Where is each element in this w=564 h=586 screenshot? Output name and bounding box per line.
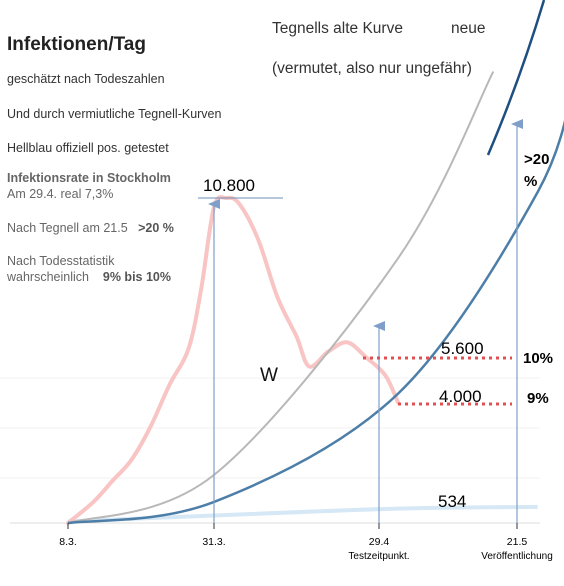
legend-old-curve: Tegnells alte Kurve xyxy=(272,20,403,37)
pct-top-label: >20 xyxy=(524,151,549,168)
death-stat-label-1: Nach Todesstatistik xyxy=(7,254,115,268)
chart-title: Infektionen/Tag xyxy=(7,34,146,55)
peak-value-label: 10.800 xyxy=(203,176,255,195)
subtitle-line-1: geschätzt nach Todeszahlen xyxy=(7,72,165,86)
legend-note: (vermutet, also nur ungefähr) xyxy=(272,60,472,77)
series-new-curve-tail xyxy=(486,0,546,156)
series-estimated-line xyxy=(66,195,401,525)
tegnell-estimate: Nach Tegnell am 21.5 >20 % xyxy=(7,221,174,235)
tested-value-label: 534 xyxy=(438,492,466,511)
low-value-label: 4.000 xyxy=(439,387,482,406)
pct-top-unit-label: % xyxy=(524,173,537,190)
subtitle-line-3: Hellblau offiziell pos. getestet xyxy=(7,141,169,155)
death-stat-label-2: wahrscheinlich xyxy=(7,270,89,284)
x-ticks xyxy=(67,523,518,529)
x-tick-sublabel-4: Veröffentlichung xyxy=(481,551,553,562)
subtitle-line-2: Und durch vermiutliche Tegnell-Kurven xyxy=(7,107,222,121)
x-tick-label-1: 8.3. xyxy=(59,536,77,548)
death-stat-line-2: wahrscheinlich 9% bis 10% xyxy=(7,270,171,284)
infection-rate-heading: Infektionsrate in Stockholm xyxy=(7,171,171,185)
series-new-curve-line xyxy=(67,120,564,525)
legend-new-curve: neue xyxy=(451,20,486,37)
x-tick-label-3: 29.4 xyxy=(369,536,390,548)
tegnell-estimate-label: Nach Tegnell am 21.5 xyxy=(7,221,128,235)
series-old-curve-line xyxy=(67,71,495,524)
pct-9-label: 9% xyxy=(527,390,549,407)
infection-rate-real: Am 29.4. real 7,3% xyxy=(7,187,114,201)
pct-10-label: 10% xyxy=(523,350,553,367)
mid-value-label: 5.600 xyxy=(441,339,484,358)
x-tick-label-2: 31.3. xyxy=(202,536,225,548)
x-tick-label-4: 21.5 xyxy=(507,536,528,548)
x-tick-sublabel-3: Testzeitpunkt. xyxy=(348,551,409,562)
death-stat-value: 9% bis 10% xyxy=(102,270,171,284)
tegnell-estimate-value: >20 % xyxy=(138,221,174,235)
w-annotation: W xyxy=(260,365,278,386)
